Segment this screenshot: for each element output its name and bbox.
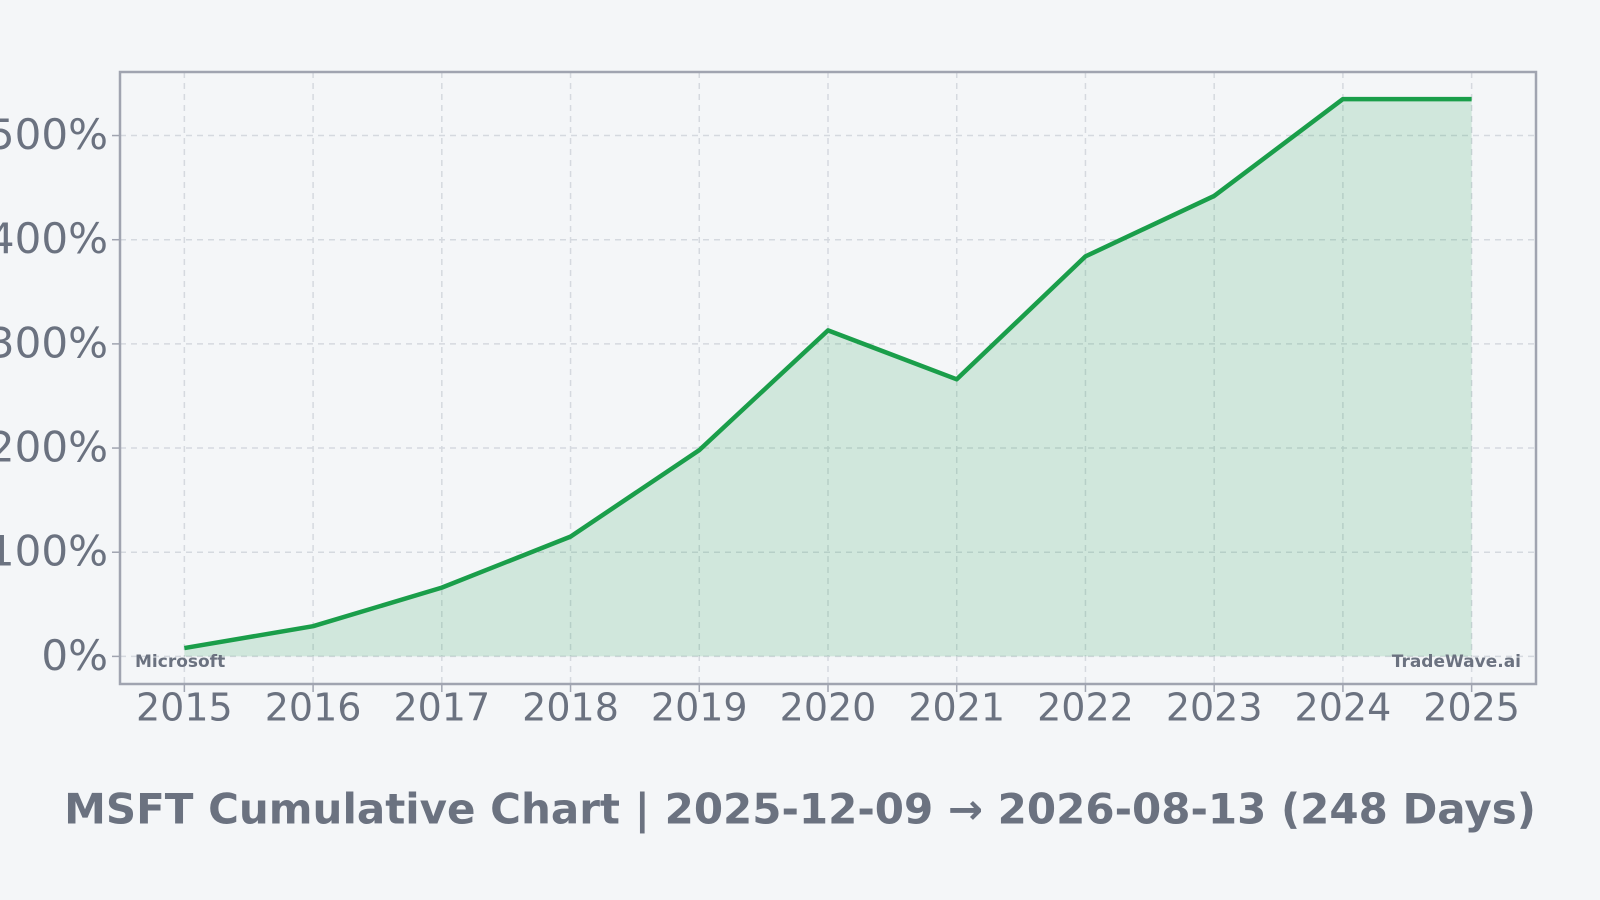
y-tick-label: 0% — [41, 631, 108, 680]
x-tick-label: 2025 — [1423, 686, 1520, 730]
x-tick-label: 2017 — [393, 686, 490, 730]
x-tick-label: 2023 — [1166, 686, 1263, 730]
x-tick-label: 2018 — [522, 686, 619, 730]
x-tick-label: 2019 — [651, 686, 748, 730]
plot-area — [120, 72, 1536, 684]
chart-title: MSFT Cumulative Chart | 2025-12-09 → 202… — [64, 785, 1536, 834]
x-tick-label: 2015 — [136, 686, 233, 730]
series-line — [183, 96, 1472, 651]
y-tick-label: 200% — [0, 423, 108, 472]
x-tick-label: 2020 — [780, 686, 877, 730]
y-tick-label: 500% — [0, 110, 108, 159]
y-tick-label: 100% — [0, 527, 108, 576]
y-tick-label: 300% — [0, 318, 108, 367]
x-tick-label: 2016 — [265, 686, 362, 730]
x-tick-label: 2022 — [1037, 686, 1134, 730]
y-tick-label: 400% — [0, 214, 108, 263]
x-tick-label: 2024 — [1295, 686, 1392, 730]
watermark-left: Microsoft — [135, 652, 225, 672]
x-tick-label: 2021 — [908, 686, 1005, 730]
watermark-right: TradeWave.ai — [1392, 652, 1521, 672]
area-fill — [184, 99, 1472, 657]
